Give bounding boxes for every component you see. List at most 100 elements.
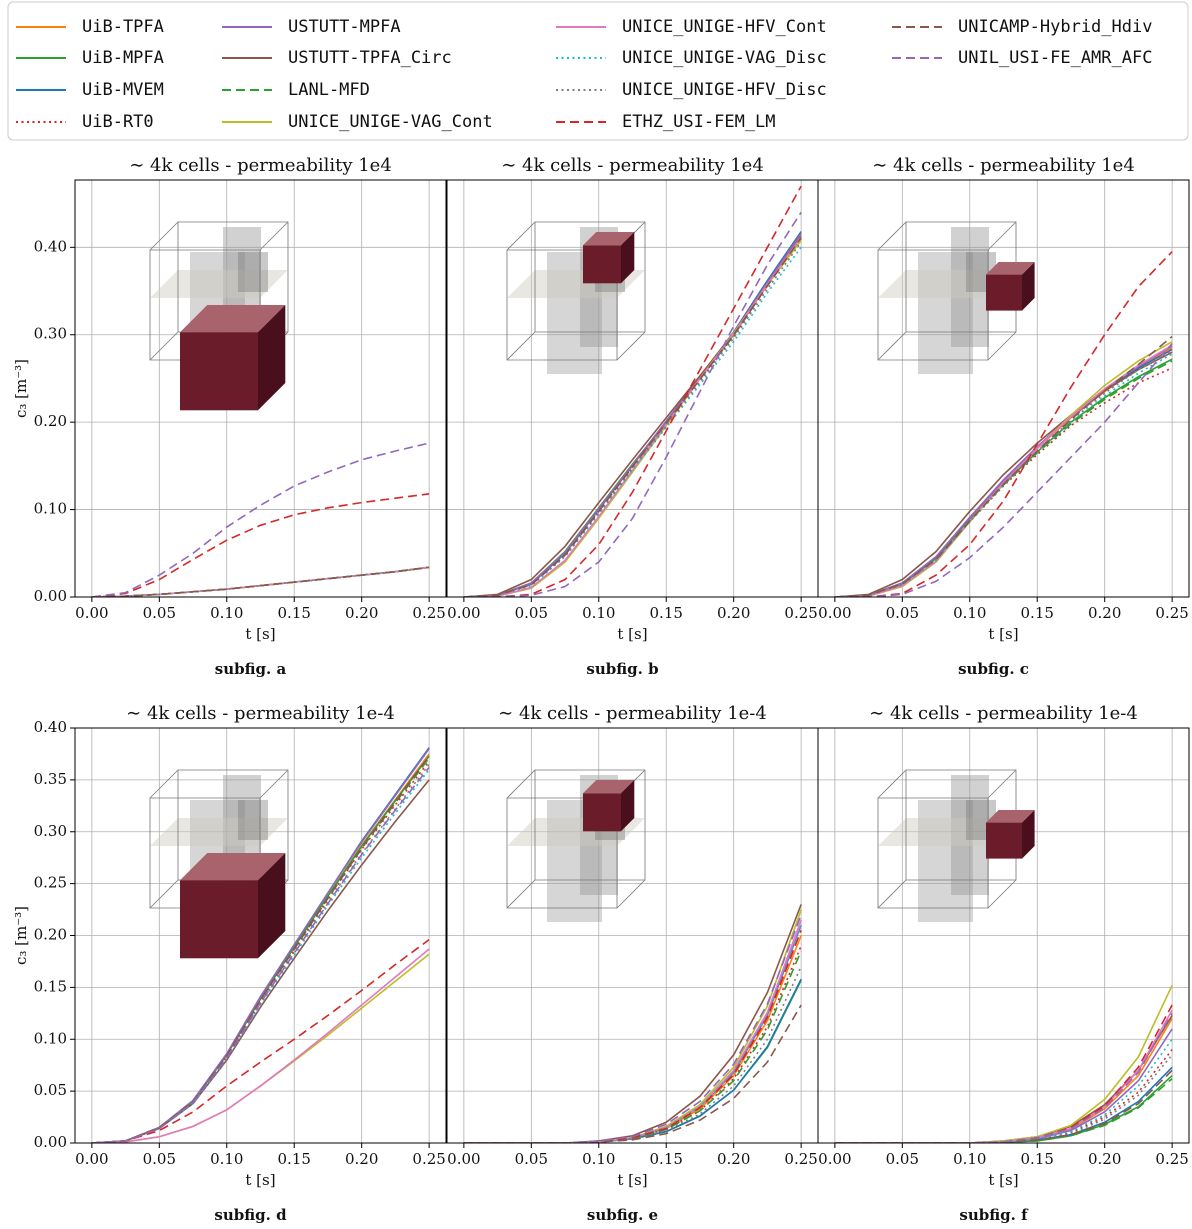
y-tick-label: 0.40 — [34, 237, 67, 255]
x-tick-label: 0.25 — [1155, 1150, 1188, 1168]
y-axis-label: c₃ [m⁻³] — [12, 906, 30, 965]
inset-block-front — [583, 793, 621, 832]
series-line — [91, 566, 430, 597]
series-line — [834, 1018, 1173, 1143]
inset-plane — [878, 270, 1016, 298]
x-axis-label: t [s] — [245, 625, 275, 643]
series-line — [463, 235, 802, 597]
y-tick-label: 0.10 — [34, 500, 67, 518]
legend-label: UNICE_UNIGE-HFV_Cont — [622, 17, 827, 37]
legend-label: UNICE_UNIGE-VAG_Cont — [288, 112, 493, 132]
series-line — [834, 347, 1173, 597]
x-axis-label: t [s] — [617, 1171, 647, 1189]
subfig-caption: subfig. a — [215, 660, 287, 678]
panel-title: ∼ 4k cells - permeability 1e-4 — [869, 703, 1138, 724]
series-line — [463, 909, 802, 1143]
series-line — [834, 344, 1173, 597]
inset-frame — [877, 769, 1017, 909]
legend-label: USTUTT-TPFA_Circ — [288, 48, 452, 68]
series-line — [834, 1012, 1173, 1143]
x-tick-label: 0.05 — [886, 604, 919, 622]
series-line — [463, 950, 802, 1143]
inset-block-side — [258, 305, 286, 411]
series-line — [91, 566, 430, 597]
inset-block-top — [583, 780, 635, 794]
legend-label: LANL-MFD — [288, 80, 370, 100]
subfig-caption: subfig. f — [959, 1206, 1029, 1224]
x-tick-label: 0.05 — [515, 604, 548, 622]
x-tick-label: 0.10 — [953, 604, 986, 622]
axes-frame — [817, 179, 1190, 598]
inset-cube — [877, 221, 1035, 374]
y-tick-label: 0.00 — [34, 587, 67, 605]
y-tick-label: 0.35 — [34, 770, 67, 788]
series-line — [463, 945, 802, 1143]
y-tick-label: 0.10 — [34, 1029, 67, 1047]
series-line — [834, 984, 1173, 1143]
inset-block-side — [258, 853, 286, 959]
legend-label: UiB-TPFA — [82, 17, 164, 37]
x-tick-label: 0.05 — [886, 1150, 919, 1168]
y-tick-label: 0.15 — [34, 977, 67, 995]
x-tick-label: 0.05 — [143, 1150, 176, 1168]
inset-frame — [877, 221, 1017, 361]
inset-block-front — [986, 274, 1022, 311]
x-tick-label: 0.20 — [1088, 1150, 1121, 1168]
series-line — [463, 930, 802, 1143]
inset-plane — [918, 252, 973, 374]
x-tick-label: 0.00 — [75, 604, 108, 622]
inset-cube — [149, 221, 289, 411]
inset-frame — [149, 221, 289, 361]
y-tick-label: 0.40 — [34, 718, 67, 736]
inset-cube — [506, 769, 646, 922]
x-axis-label: t [s] — [988, 1171, 1018, 1189]
inset-block-top — [180, 305, 286, 333]
series-line — [91, 953, 430, 1143]
y-tick-label: 0.20 — [34, 412, 67, 430]
series-line — [463, 233, 802, 597]
inset-plane — [951, 775, 989, 895]
inset-block-side — [1022, 810, 1035, 859]
series-line — [463, 211, 802, 597]
series-line — [463, 241, 802, 597]
x-tick-label: 0.15 — [1021, 1150, 1054, 1168]
series-line — [91, 566, 430, 597]
series-line — [91, 766, 430, 1143]
legend-label: UNIL_USI-FE_AMR_AFC — [958, 48, 1152, 68]
y-tick-label: 0.30 — [34, 325, 67, 343]
series-line — [834, 345, 1173, 597]
series-line — [834, 1004, 1173, 1143]
x-tick-label: 0.05 — [515, 1150, 548, 1168]
series-line — [91, 566, 430, 597]
x-tick-label: 0.20 — [345, 1150, 378, 1168]
series-line — [834, 358, 1173, 597]
x-tick-label: 0.00 — [818, 1150, 851, 1168]
y-tick-label: 0.05 — [34, 1081, 67, 1099]
legend-label: UNICE_UNIGE-HFV_Disc — [622, 80, 827, 100]
series-line — [834, 1069, 1173, 1143]
subfig-caption: subfig. b — [586, 660, 658, 678]
inset-block-front — [986, 822, 1022, 859]
series-line — [463, 232, 802, 597]
series-line — [834, 1028, 1173, 1143]
series-line — [91, 566, 430, 597]
inset-block-top — [180, 853, 286, 881]
inset-plane — [878, 818, 1016, 846]
inset-block-front — [180, 332, 258, 411]
series-line — [834, 1074, 1173, 1143]
x-tick-label: 0.20 — [717, 604, 750, 622]
inset-plane — [150, 270, 288, 298]
inset-plane — [238, 800, 268, 840]
x-axis-label: t [s] — [988, 625, 1018, 643]
x-tick-label: 0.20 — [717, 1150, 750, 1168]
subfig-caption: subfig. d — [214, 1206, 287, 1224]
axes-frame — [817, 727, 1190, 1144]
series-line — [91, 566, 430, 597]
inset-cube — [149, 769, 289, 959]
x-tick-label: 0.15 — [278, 1150, 311, 1168]
inset-plane — [150, 818, 288, 846]
series-line — [834, 342, 1173, 597]
legend-label: UNICAMP-Hybrid_Hdiv — [958, 17, 1152, 37]
series-line — [463, 919, 802, 1143]
